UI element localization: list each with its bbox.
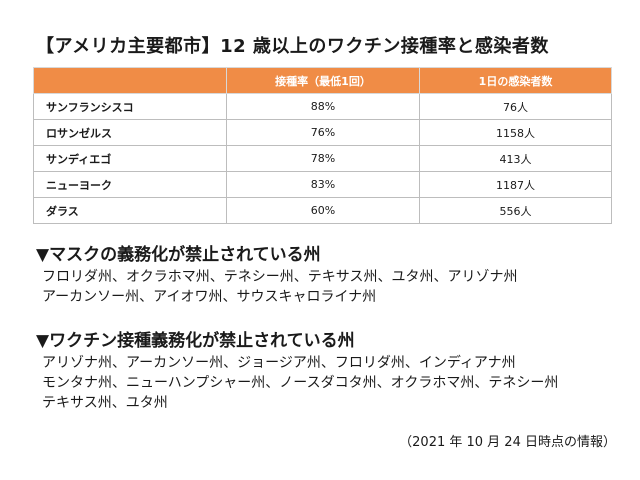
- mask-mandate-ban-heading: ▼マスクの義務化が禁止されている州: [36, 245, 321, 265]
- mask-mandate-ban-states: フロリダ州、オクラホマ州、テネシー州、テキサス州、ユタ州、アリゾナ州 アーカンソ…: [42, 267, 517, 307]
- page-title: 【アメリカ主要都市】12 歳以上のワクチン接種率と感染者数: [36, 36, 549, 57]
- states-line: アーカンソー州、アイオワ州、サウスキャロライナ州: [42, 289, 377, 305]
- header-city: [33, 67, 227, 94]
- cell-city: ニューヨーク: [33, 171, 227, 198]
- table-row: ロサンゼルス 76% 1158人: [33, 119, 612, 146]
- states-line: フロリダ州、オクラホマ州、テネシー州、テキサス州、ユタ州、アリゾナ州: [42, 269, 518, 285]
- table-header-row: 接種率（最低1回） 1日の感染者数: [33, 67, 612, 94]
- table-row: ダラス 60% 556人: [33, 197, 612, 224]
- table-row: サンディエゴ 78% 413人: [33, 145, 612, 172]
- table-row: サンフランシスコ 88% 76人: [33, 93, 612, 120]
- cell-vaccination-rate: 78%: [226, 145, 420, 172]
- header-daily-cases: 1日の感染者数: [419, 67, 612, 94]
- states-line: テキサス州、ユタ州: [42, 395, 168, 411]
- cell-daily-cases: 1187人: [419, 171, 612, 198]
- vaccine-mandate-ban-states: アリゾナ州、アーカンソー州、ジョージア州、フロリダ州、インディアナ州 モンタナ州…: [42, 353, 558, 413]
- cell-city: サンフランシスコ: [33, 93, 227, 120]
- cell-vaccination-rate: 83%: [226, 171, 420, 198]
- cell-city: ロサンゼルス: [33, 119, 227, 146]
- cell-city: サンディエゴ: [33, 145, 227, 172]
- stats-table: 接種率（最低1回） 1日の感染者数 サンフランシスコ 88% 76人 ロサンゼル…: [33, 67, 612, 224]
- states-line: モンタナ州、ニューハンプシャー州、ノースダコタ州、オクラホマ州、テネシー州: [42, 375, 559, 391]
- cell-daily-cases: 556人: [419, 197, 612, 224]
- vaccine-mandate-ban-heading: ▼ワクチン接種義務化が禁止されている州: [36, 331, 355, 351]
- cell-vaccination-rate: 76%: [226, 119, 420, 146]
- header-vaccination-rate: 接種率（最低1回）: [226, 67, 420, 94]
- cell-city: ダラス: [33, 197, 227, 224]
- cell-vaccination-rate: 60%: [226, 197, 420, 224]
- cell-vaccination-rate: 88%: [226, 93, 420, 120]
- cell-daily-cases: 1158人: [419, 119, 612, 146]
- cell-daily-cases: 76人: [419, 93, 612, 120]
- states-line: アリゾナ州、アーカンソー州、ジョージア州、フロリダ州、インディアナ州: [42, 355, 516, 371]
- table-row: ニューヨーク 83% 1187人: [33, 171, 612, 198]
- date-footnote: （2021 年 10 月 24 日時点の情報）: [399, 435, 616, 450]
- cell-daily-cases: 413人: [419, 145, 612, 172]
